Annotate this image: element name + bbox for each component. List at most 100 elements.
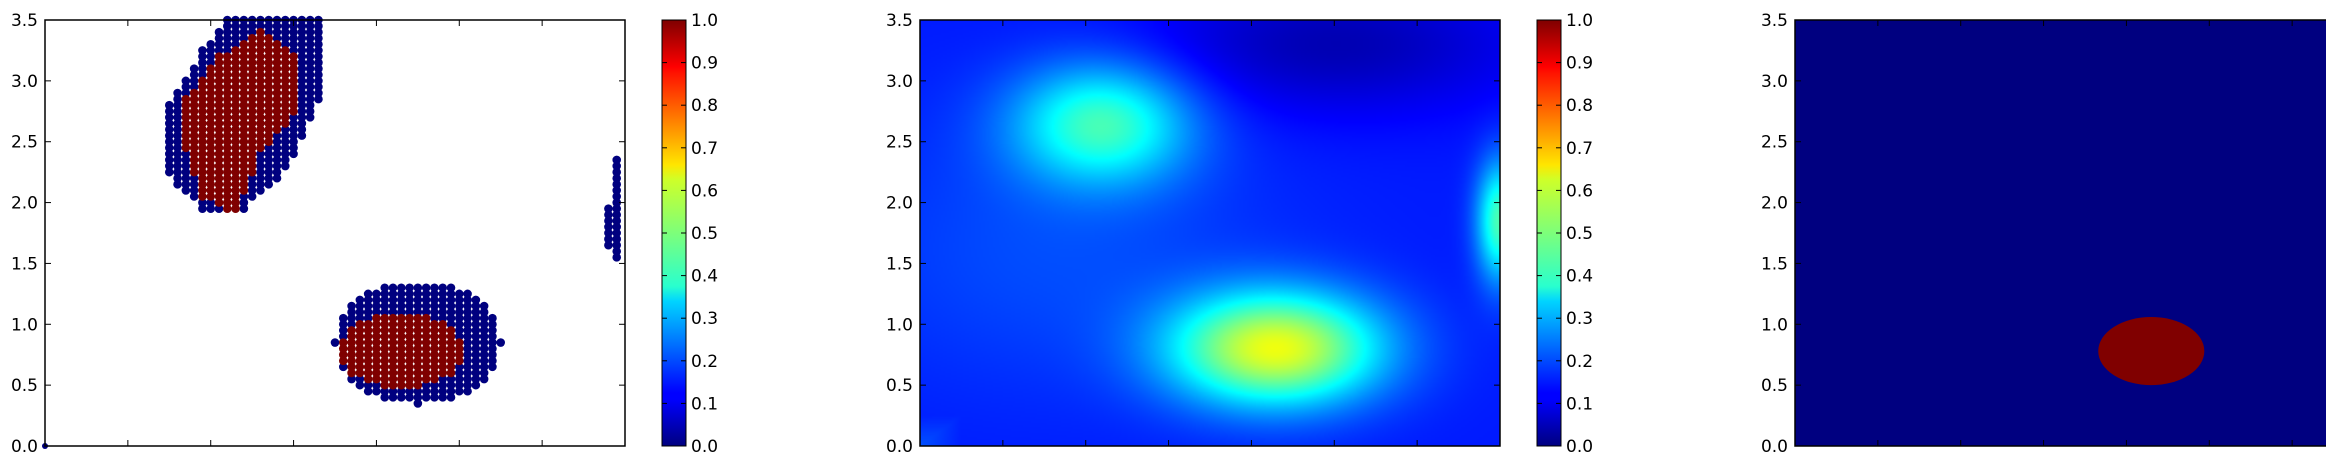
scatter-point <box>247 46 257 55</box>
scatter-point <box>438 338 448 347</box>
scatter-point <box>214 131 224 140</box>
scatter-point <box>421 350 431 360</box>
scatter-point <box>454 295 464 305</box>
scatter-point <box>247 52 257 61</box>
scatter-point <box>272 27 282 37</box>
scatter-point <box>314 82 323 92</box>
scatter-point <box>264 100 274 110</box>
panel-2-colorbar-ticks: 0.0 0.1 0.2 0.3 0.4 0.5 0.6 0.7 0.8 0.9 1.0 <box>1537 11 1593 452</box>
y-tick-label: 3.0 <box>886 72 913 92</box>
scatter-point <box>264 82 274 92</box>
scatter-point <box>239 180 249 189</box>
y-tick-label: 2.0 <box>11 194 38 214</box>
scatter-point <box>189 94 199 104</box>
scatter-point <box>264 33 274 43</box>
scatter-point <box>372 332 381 341</box>
scatter-point <box>463 344 472 353</box>
panel-1-colorbar-ticks: 0.0 0.1 0.2 0.3 0.4 0.5 0.6 0.7 0.8 0.9 1.0 <box>662 11 718 452</box>
scatter-point <box>372 374 381 384</box>
scatter-point <box>330 338 340 347</box>
scatter-point <box>421 289 431 299</box>
scatter-point <box>214 100 224 110</box>
scatter-point <box>239 167 249 177</box>
scatter-point <box>189 125 199 134</box>
scatter-point <box>363 350 373 360</box>
scatter-point <box>388 362 398 372</box>
scatter-point <box>396 307 406 317</box>
scatter-point <box>272 131 282 140</box>
scatter-point <box>314 33 323 43</box>
scatter-point <box>388 307 398 317</box>
scatter-point <box>438 368 448 378</box>
scatter-point <box>222 100 232 110</box>
scatter-point <box>173 125 182 134</box>
scatter-point <box>164 125 174 134</box>
scatter-point <box>289 40 298 49</box>
colorbar-tick: 0.2 <box>662 352 718 372</box>
scatter-point <box>604 204 613 213</box>
scatter-point <box>214 58 224 67</box>
panel-3-y-axis: 0.0 0.5 1.0 1.5 2.0 2.5 3.0 3.5 <box>1761 11 1801 452</box>
scatter-point <box>214 27 224 37</box>
scatter-point <box>488 356 497 366</box>
scatter-point <box>479 326 489 335</box>
scatter-point <box>239 46 249 55</box>
scatter-point <box>471 301 481 311</box>
scatter-point <box>388 344 398 353</box>
scatter-point <box>430 319 439 329</box>
scatter-point <box>198 100 207 110</box>
scatter-point <box>222 106 232 116</box>
scatter-point <box>173 143 182 153</box>
scatter-point <box>214 167 224 177</box>
scatter-point <box>173 149 182 159</box>
scatter-point <box>338 319 348 329</box>
scatter-point <box>413 326 423 335</box>
y-tick: 2.0 <box>886 194 1500 214</box>
scatter-point <box>264 58 274 67</box>
colorbar-tick: 0.6 <box>662 181 718 201</box>
scatter-point <box>189 113 199 122</box>
scatter-point <box>256 76 265 86</box>
scatter-point <box>198 58 207 67</box>
scatter-point <box>164 113 174 122</box>
scatter-point <box>355 380 365 390</box>
scatter-point <box>173 137 182 147</box>
scatter-point <box>297 113 307 122</box>
scatter-point <box>173 106 182 116</box>
scatter-point <box>181 125 191 134</box>
scatter-point <box>280 40 290 49</box>
scatter-point <box>446 344 456 353</box>
y-tick: 2.0 <box>1761 194 1801 214</box>
scatter-point <box>239 161 249 171</box>
scatter-point <box>206 106 216 116</box>
scatter-point <box>388 289 398 299</box>
scatter-point <box>256 88 265 98</box>
scatter-point <box>247 21 257 31</box>
scatter-point <box>280 21 290 31</box>
scatter-point <box>181 143 191 153</box>
scatter-point <box>198 94 207 104</box>
scatter-point <box>264 155 274 165</box>
scatter-point <box>214 40 224 49</box>
scatter-point <box>372 344 381 353</box>
scatter-point <box>206 52 216 61</box>
y-tick: 0.5 <box>886 376 1500 396</box>
scatter-point <box>280 113 290 122</box>
scatter-point <box>164 137 174 147</box>
scatter-point <box>446 338 456 347</box>
y-tick: 2.5 <box>11 133 625 153</box>
scatter-point <box>289 58 298 67</box>
scatter-point <box>380 350 390 360</box>
y-tick: 3.0 <box>1761 72 1801 92</box>
scatter-point <box>189 192 199 201</box>
colorbar-tick-label: 1.0 <box>691 11 718 31</box>
scatter-point <box>388 350 398 360</box>
scatter-point <box>222 40 232 49</box>
scatter-point <box>421 313 431 323</box>
scatter-point <box>164 161 174 171</box>
scatter-point <box>231 21 240 31</box>
scatter-point <box>173 131 182 140</box>
scatter-point <box>247 64 257 73</box>
scatter-point <box>612 180 622 189</box>
scatter-point <box>272 143 282 153</box>
